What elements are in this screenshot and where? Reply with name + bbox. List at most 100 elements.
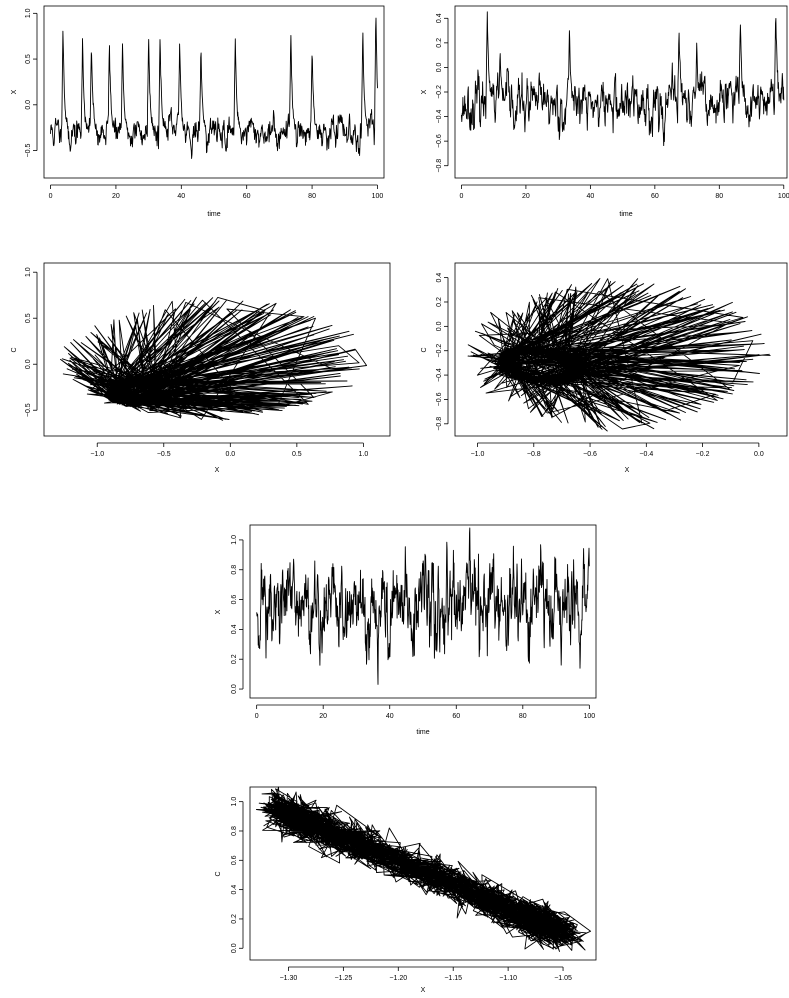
panel-phase-plot-1: −1.0 −0.5 0.0 0.5 1.0 −0.5 0.0 0.5 1.0 X C <box>11 262 391 474</box>
y-tick-label: 0.0 <box>436 62 443 72</box>
x-axis-label: time <box>207 211 220 218</box>
x-axis-label: X <box>215 467 220 474</box>
y-tick-label: 0.2 <box>231 654 238 664</box>
x-tick-label: 40 <box>586 193 594 200</box>
x-axis: 0 20 40 60 80 100 <box>49 184 383 200</box>
x-tick-label: −1.20 <box>389 975 407 982</box>
x-tick-label: 60 <box>243 193 251 200</box>
x-tick-label: 20 <box>522 193 530 200</box>
x-tick-label: 40 <box>177 193 185 200</box>
y-tick-label: 1.0 <box>25 267 32 277</box>
y-tick-label: 0.0 <box>231 684 238 694</box>
y-tick-label: 0.2 <box>436 38 443 48</box>
x-tick-label: 60 <box>452 713 460 720</box>
series-line <box>255 786 592 952</box>
y-tick-label: 0.2 <box>231 914 238 924</box>
y-tick-label: 0.0 <box>436 321 443 331</box>
series-line <box>460 11 785 147</box>
x-axis: 0 20 40 60 80 100 <box>255 704 596 720</box>
x-tick-label: 80 <box>308 193 316 200</box>
y-axis-label: X <box>421 89 428 94</box>
x-tick-label: 0.0 <box>225 451 235 458</box>
y-axis: 0.0 0.2 0.4 0.6 0.8 1.0 <box>231 797 244 953</box>
panel-phase-plot-3: −1.30 −1.25 −1.20 −1.15 −1.10 −1.05 0.0 0.2 0.4… <box>215 786 597 994</box>
y-tick-label: −0.4 <box>436 368 443 382</box>
series-line <box>50 17 378 159</box>
plot-frame <box>43 262 391 437</box>
x-tick-label: 60 <box>651 193 659 200</box>
panel-time-series-1: 0 20 40 60 80 100 −0.5 0.0 0.5 1.0 time X <box>11 5 385 218</box>
y-tick-label: −0.2 <box>436 344 443 358</box>
y-axis: −0.8 −0.6 −0.4 −0.2 0.0 0.2 0.4 <box>436 273 449 431</box>
x-tick-label: −0.2 <box>696 451 710 458</box>
y-tick-label: −0.5 <box>25 403 32 417</box>
x-tick-label: −1.25 <box>335 975 353 982</box>
x-tick-label: 1.0 <box>359 451 369 458</box>
y-tick-label: 0.4 <box>436 13 443 23</box>
y-tick-label: 0.4 <box>231 624 238 634</box>
y-tick-label: 0.0 <box>25 100 32 110</box>
y-tick-label: −0.4 <box>436 110 443 124</box>
y-tick-label: 1.0 <box>25 8 32 18</box>
x-axis-label: X <box>421 987 426 994</box>
series-line <box>60 296 368 421</box>
x-tick-label: −0.6 <box>583 451 597 458</box>
plot-frame <box>454 262 788 437</box>
y-tick-label: −0.6 <box>436 134 443 148</box>
y-axis: −0.5 0.0 0.5 1.0 <box>25 267 38 417</box>
x-tick-label: −1.10 <box>499 975 517 982</box>
y-tick-label: −0.5 <box>25 144 32 158</box>
x-tick-label: −1.0 <box>471 451 485 458</box>
panel-time-series-2: 0 20 40 60 80 100 −0.8 −0.6 −0.4 −0.2 0.0 0.2 0.4 t… <box>421 5 789 218</box>
plot-frame <box>249 786 597 961</box>
series-line <box>256 527 590 685</box>
x-tick-label: −0.8 <box>527 451 541 458</box>
panel-time-series-3: 0 20 40 60 80 100 0.0 0.2 0.4 0.6 0.8 1.0 time X <box>215 524 597 736</box>
x-tick-label: 40 <box>386 713 394 720</box>
x-tick-label: −1.05 <box>554 975 572 982</box>
y-tick-label: 0.5 <box>25 54 32 64</box>
x-tick-label: 0.0 <box>754 451 764 458</box>
x-tick-label: 0 <box>49 193 53 200</box>
x-axis: −1.0 −0.8 −0.6 −0.4 −0.2 0.0 <box>471 442 764 458</box>
x-tick-label: 20 <box>112 193 120 200</box>
y-axis-label: C <box>11 347 18 352</box>
x-axis: 0 20 40 60 80 100 <box>459 184 789 200</box>
x-axis: −1.0 −0.5 0.0 0.5 1.0 <box>90 442 369 458</box>
x-tick-label: 100 <box>584 713 596 720</box>
x-axis: −1.30 −1.25 −1.20 −1.15 −1.10 −1.05 <box>280 966 572 982</box>
y-axis: 0.0 0.2 0.4 0.6 0.8 1.0 <box>231 535 244 694</box>
y-axis-label: X <box>11 89 18 94</box>
y-tick-label: −0.6 <box>436 392 443 406</box>
y-tick-label: 0.6 <box>231 855 238 865</box>
series-line <box>467 278 771 432</box>
x-tick-label: −0.4 <box>639 451 653 458</box>
x-tick-label: 0 <box>255 713 259 720</box>
y-tick-label: 0.8 <box>231 565 238 575</box>
x-axis-label: time <box>619 211 632 218</box>
y-axis-label: C <box>215 871 222 876</box>
x-tick-label: 100 <box>778 193 789 200</box>
x-tick-label: −1.30 <box>280 975 298 982</box>
y-axis: −0.5 0.0 0.5 1.0 <box>25 8 38 158</box>
y-tick-label: 0.6 <box>231 595 238 605</box>
plot-frame <box>43 5 385 179</box>
x-tick-label: 80 <box>715 193 723 200</box>
y-tick-label: 0.2 <box>436 297 443 307</box>
x-tick-label: −1.15 <box>444 975 462 982</box>
x-axis-label: X <box>625 467 630 474</box>
y-tick-label: 0.5 <box>25 313 32 323</box>
x-tick-label: 20 <box>319 713 327 720</box>
x-tick-label: −1.0 <box>90 451 104 458</box>
x-tick-label: 0 <box>459 193 463 200</box>
y-tick-label: 0.4 <box>436 273 443 283</box>
y-axis: −0.8 −0.6 −0.4 −0.2 0.0 0.2 0.4 <box>436 13 449 173</box>
y-tick-label: 0.0 <box>25 359 32 369</box>
panel-phase-plot-2: −1.0 −0.8 −0.6 −0.4 −0.2 0.0 −0.8 −0.6 −0.4 −0.2… <box>421 262 788 474</box>
y-tick-label: 1.0 <box>231 535 238 545</box>
x-tick-label: 80 <box>519 713 527 720</box>
plot-frame <box>454 5 788 179</box>
y-tick-label: 0.0 <box>231 943 238 953</box>
y-tick-label: 1.0 <box>231 797 238 807</box>
